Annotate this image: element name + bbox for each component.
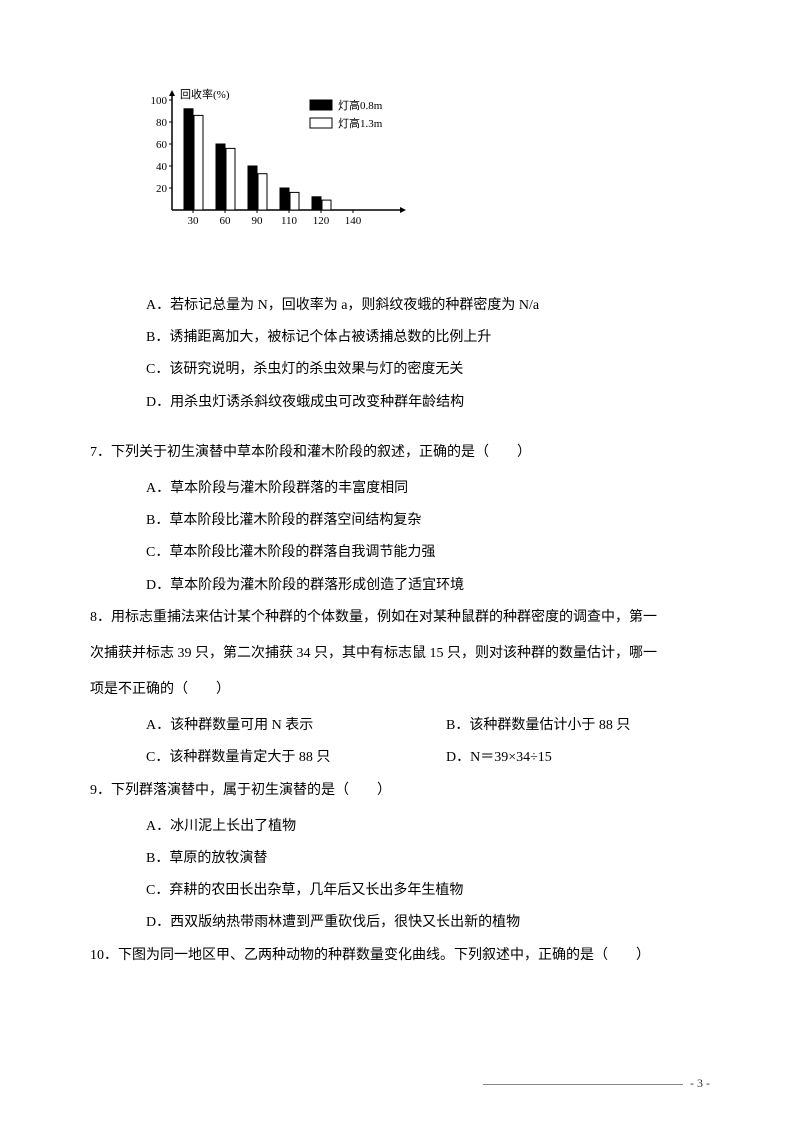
svg-text:140: 140	[345, 215, 362, 227]
svg-text:60: 60	[156, 139, 168, 151]
q8-option-c: C．该种群数量肯定大于 88 只	[146, 742, 446, 774]
svg-text:20: 20	[156, 183, 168, 195]
q7-option-c: C．草本阶段比灌木阶段的群落自我调节能力强	[146, 537, 710, 569]
q10-stem: 10．下图为同一地区甲、乙两种动物的种群数量变化曲线。下列叙述中，正确的是（ ）	[90, 940, 710, 972]
q8-stem-2: 次捕获并标志 39 只，第二次捕获 34 只，其中有标志鼠 15 只，则对该种群…	[90, 638, 710, 670]
q9-option-c: C．弃耕的农田长出杂草，几年后又长出多年生植物	[146, 875, 710, 907]
q6-option-b: B．诱捕距离加大，被标记个体占被诱捕总数的比例上升	[146, 322, 710, 354]
q9-options: A．冰川泥上长出了植物 B．草原的放牧演替 C．弃耕的农田长出杂草，几年后又长出…	[146, 811, 710, 940]
q6-option-d: D．用杀虫灯诱杀斜纹夜蛾成虫可改变种群年龄结构	[146, 387, 710, 419]
q6-options: A．若标记总量为 N，回收率为 a，则斜纹夜蛾的种群密度为 N/a B．诱捕距离…	[146, 290, 710, 419]
q8-stem-1: 8．用标志重捕法来估计某个种群的个体数量，例如在对某种鼠群的种群密度的调查中，第…	[90, 602, 710, 634]
q7-stem: 7．下列关于初生演替中草本阶段和灌木阶段的叙述，正确的是（ ）	[90, 437, 710, 469]
q9-option-b: B．草原的放牧演替	[146, 843, 710, 875]
svg-text:100: 100	[151, 95, 168, 107]
bar-chart-svg: 20 40 60 80 100 回收率(%) 30 60 90 110 120 140 灯高0.8m 灯高…	[140, 80, 440, 240]
q9-option-d: D．西双版纳热带雨林遭到严重砍伐后，很快又长出新的植物	[146, 907, 710, 939]
svg-text:110: 110	[281, 215, 298, 227]
svg-text:60: 60	[220, 215, 232, 227]
q6-option-a: A．若标记总量为 N，回收率为 a，则斜纹夜蛾的种群密度为 N/a	[146, 290, 710, 322]
svg-text:回收率(%): 回收率(%)	[180, 87, 230, 101]
q9-stem: 9．下列群落演替中，属于初生演替的是（ ）	[90, 775, 710, 807]
q8-option-a: A．该种群数量可用 N 表示	[146, 710, 446, 742]
q7-option-a: A．草本阶段与灌木阶段群落的丰富度相同	[146, 473, 710, 505]
svg-text:灯高0.8m: 灯高0.8m	[338, 98, 383, 112]
recovery-rate-chart: 20 40 60 80 100 回收率(%) 30 60 90 110 120 140 灯高0.8m 灯高…	[140, 80, 710, 240]
q8-options: A．该种群数量可用 N 表示 B．该种群数量估计小于 88 只 C．该种群数量肯…	[146, 710, 710, 774]
q8-option-d: D．N＝39×34÷15	[446, 742, 710, 774]
q7-option-b: B．草本阶段比灌木阶段的群落空间结构复杂	[146, 505, 710, 537]
q7-option-d: D．草本阶段为灌木阶段的群落形成创造了适宜环境	[146, 570, 710, 602]
page-number: - 3 -	[690, 1076, 710, 1090]
q8-stem-3: 项是不正确的（ ）	[90, 674, 710, 706]
svg-text:90: 90	[252, 215, 264, 227]
q7-options: A．草本阶段与灌木阶段群落的丰富度相同 B．草本阶段比灌木阶段的群落空间结构复杂…	[146, 473, 710, 602]
footer-line	[483, 1084, 683, 1085]
q8-option-b: B．该种群数量估计小于 88 只	[446, 710, 710, 742]
svg-text:灯高1.3m: 灯高1.3m	[338, 116, 383, 130]
svg-text:80: 80	[156, 117, 168, 129]
svg-text:30: 30	[188, 215, 200, 227]
page-footer: - 3 -	[483, 1074, 710, 1093]
q6-option-c: C．该研究说明，杀虫灯的杀虫效果与灯的密度无关	[146, 354, 710, 386]
svg-text:120: 120	[313, 215, 330, 227]
q9-option-a: A．冰川泥上长出了植物	[146, 811, 710, 843]
svg-text:40: 40	[156, 161, 168, 173]
